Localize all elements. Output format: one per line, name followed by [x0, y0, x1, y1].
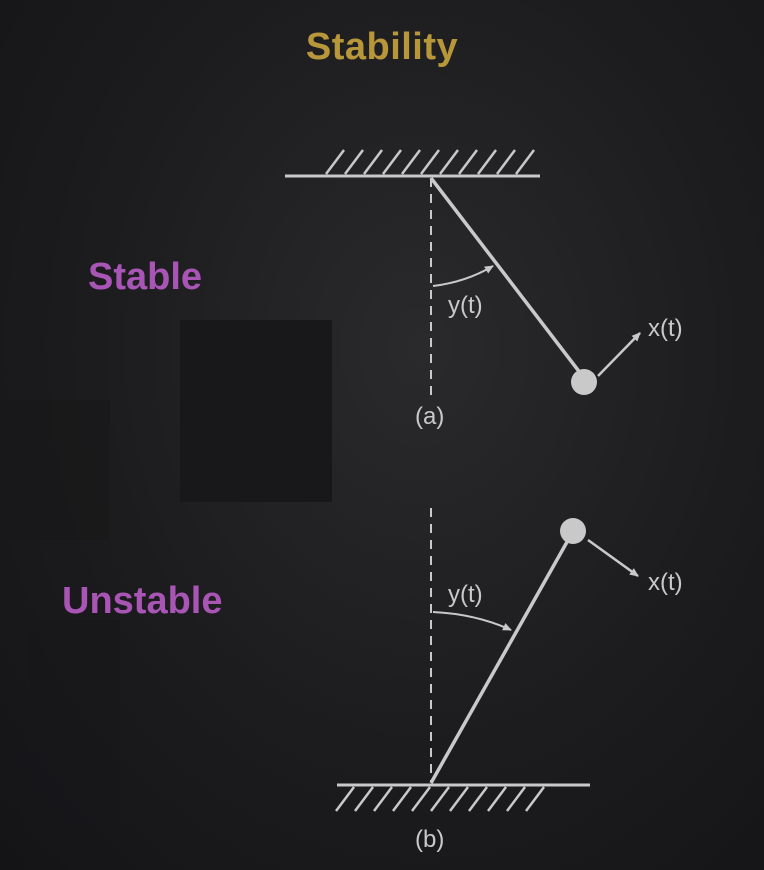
input-arrow	[597, 332, 641, 377]
page-title: Stability	[305, 26, 459, 68]
angle-label: y(t)	[448, 581, 483, 608]
figure-caption: (b)	[415, 826, 444, 853]
pendulum-rod	[429, 176, 583, 376]
angle-arc	[432, 611, 512, 631]
input-label: x(t)	[648, 315, 683, 342]
pendulum-bob	[560, 518, 586, 544]
background-patch	[0, 400, 110, 540]
stable-label: Stable	[88, 256, 203, 298]
floor-hatch	[335, 786, 545, 812]
background-patch	[180, 320, 332, 502]
unstable-label: Unstable	[62, 580, 223, 622]
ceiling-hatch	[325, 149, 535, 175]
input-label: x(t)	[648, 569, 683, 596]
figure-a: y(t) x(t) (a)	[285, 149, 683, 430]
background-patch	[30, 620, 120, 820]
pendulum-bob	[571, 369, 597, 395]
angle-arc	[432, 265, 494, 287]
figure-b: y(t) x(t) (b)	[335, 508, 683, 853]
input-arrow	[587, 538, 639, 578]
figure-caption: (a)	[415, 403, 444, 430]
pendulum-rod	[429, 541, 569, 784]
angle-label: y(t)	[448, 292, 483, 319]
